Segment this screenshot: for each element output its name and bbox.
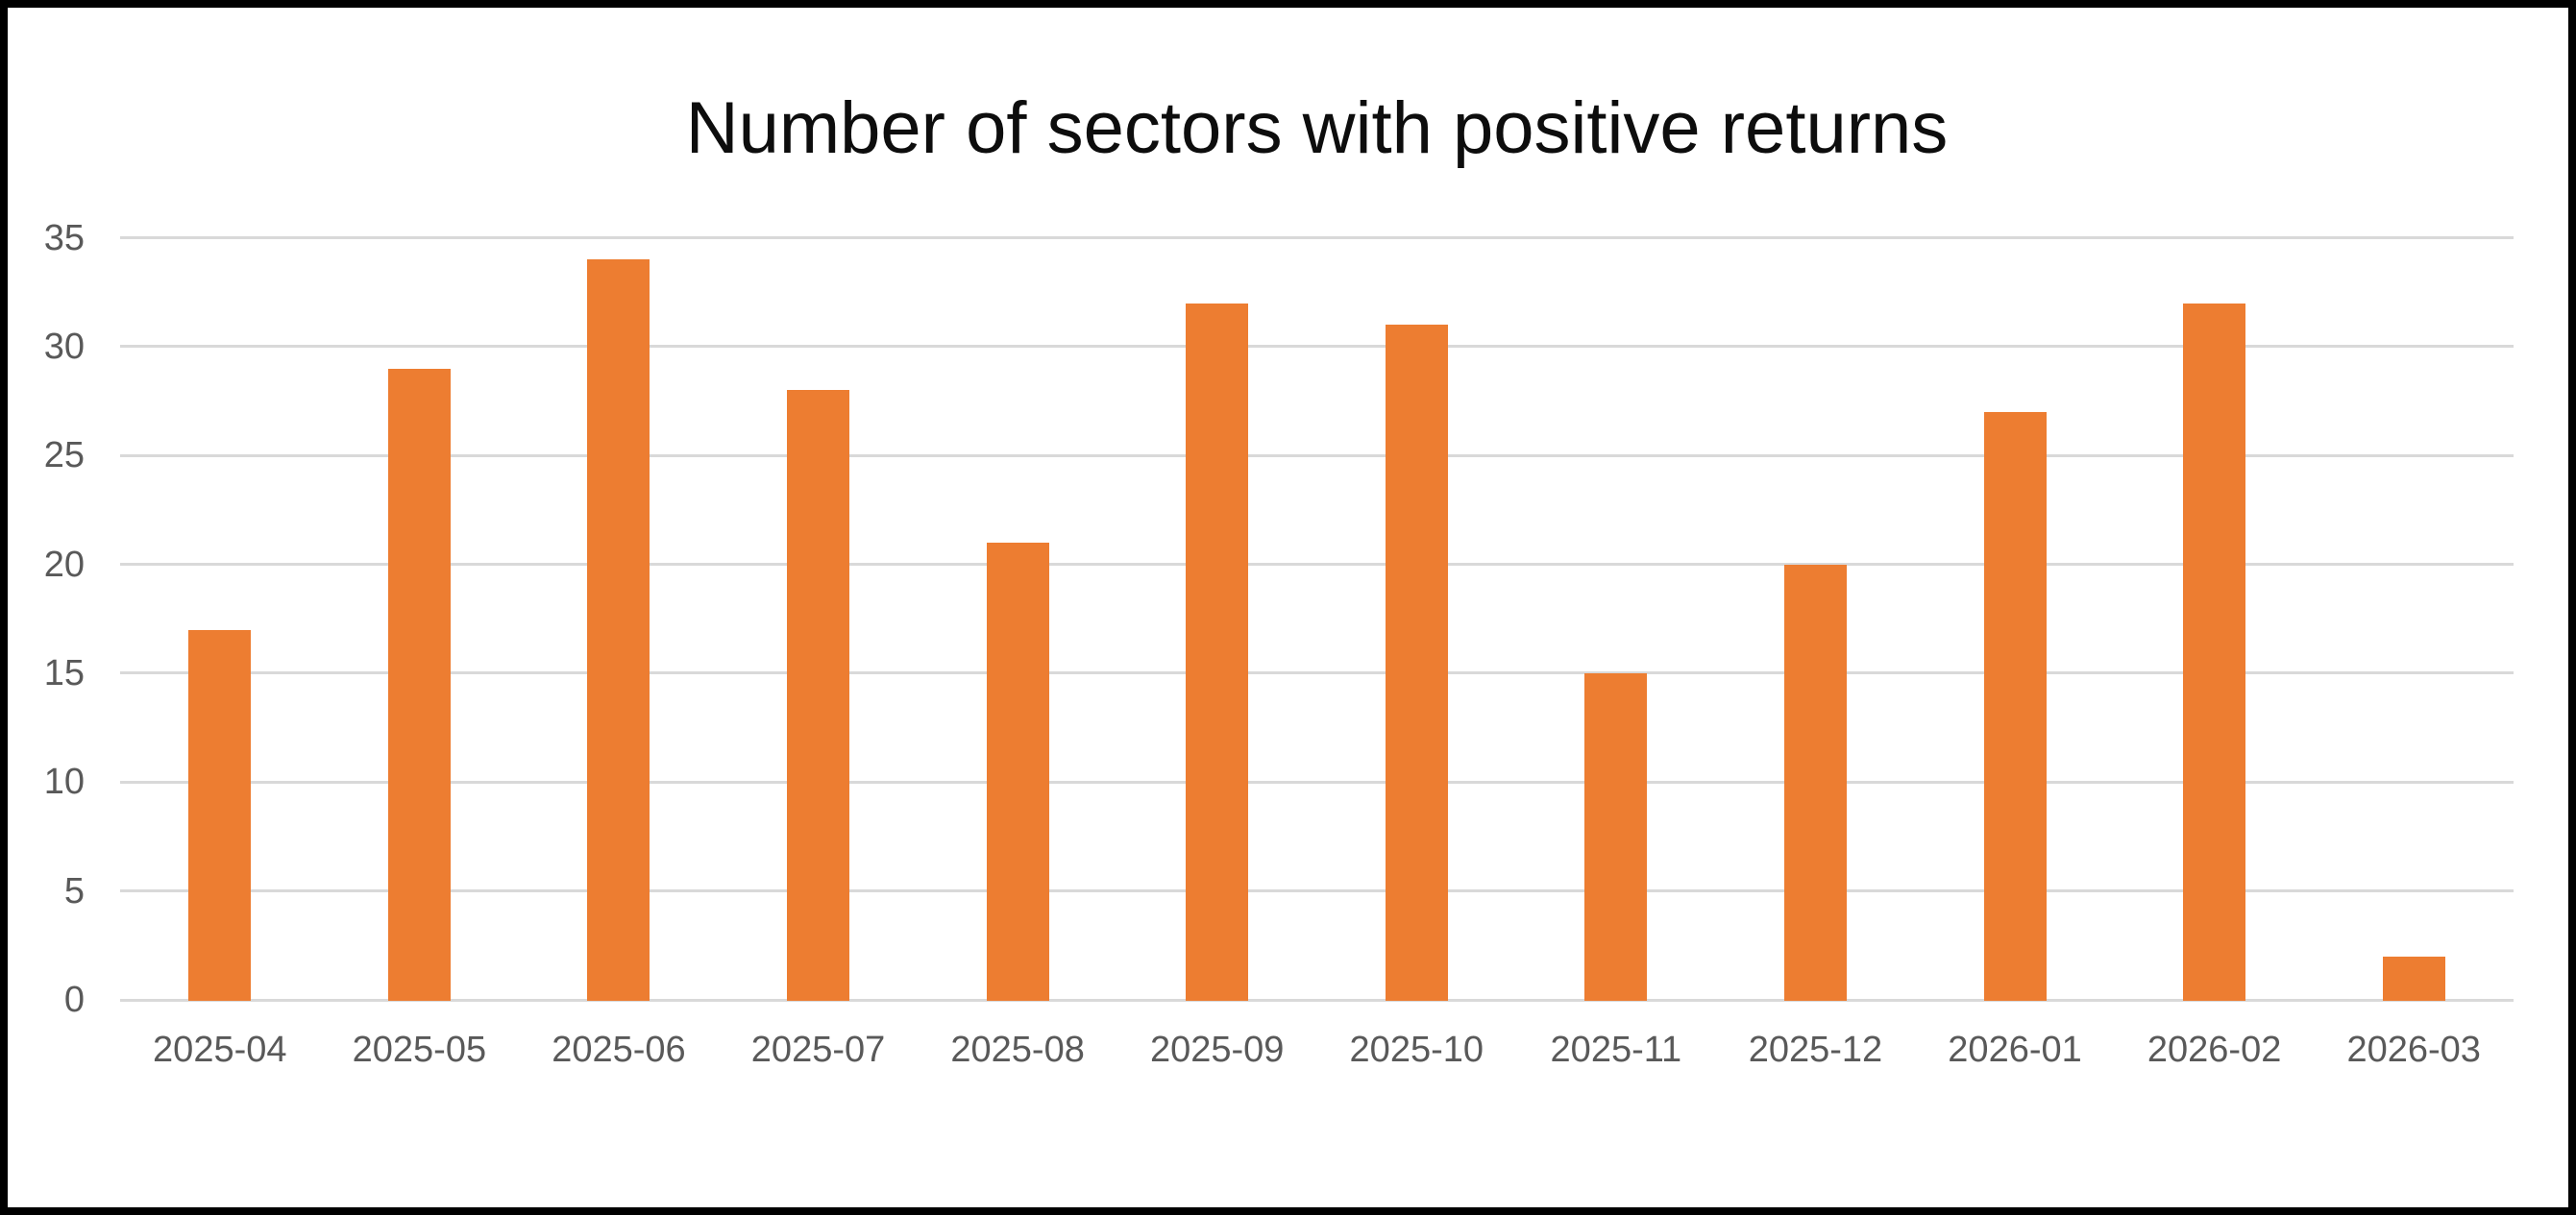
bar	[787, 390, 850, 1002]
bar	[188, 629, 252, 1002]
bar	[1783, 564, 1847, 1002]
bar	[2382, 956, 2445, 1002]
gridline	[120, 780, 2514, 784]
x-axis-tick-label: 2026-01	[1948, 1030, 2082, 1070]
gridline	[120, 345, 2514, 349]
x-axis-tick-label: 2025-07	[750, 1030, 886, 1070]
x-axis-tick-label: 2026-03	[2346, 1030, 2481, 1070]
x-axis-tick-label: 2025-09	[1149, 1030, 1285, 1070]
x-axis-tick-label: 2025-10	[1349, 1030, 1484, 1070]
gridline	[120, 998, 2514, 1002]
y-axis-tick-label: 25	[43, 435, 85, 476]
bar	[1186, 303, 1249, 1002]
gridline	[120, 889, 2514, 893]
bar	[1584, 672, 1648, 1002]
x-axis-tick-label: 2025-12	[1748, 1030, 1883, 1070]
chart-title: Number of sectors with positive returns	[685, 87, 1949, 169]
gridline	[120, 236, 2514, 239]
gridline	[120, 563, 2514, 567]
gridline	[120, 671, 2514, 675]
bar	[986, 542, 1049, 1002]
x-axis-tick-label: 2025-06	[552, 1030, 686, 1070]
bar	[587, 259, 650, 1002]
bar	[2183, 303, 2246, 1002]
y-axis-tick-label: 0	[63, 980, 85, 1020]
x-axis-tick-label: 2025-05	[352, 1030, 487, 1070]
x-axis-tick-label: 2025-08	[950, 1030, 1085, 1070]
x-axis-tick-label: 2025-04	[153, 1030, 287, 1070]
y-axis-tick-label: 20	[43, 544, 85, 585]
y-axis-tick-label: 30	[43, 326, 85, 367]
bar	[1983, 411, 2047, 1002]
gridline	[120, 453, 2514, 457]
y-axis-tick-label: 10	[43, 762, 85, 803]
bar	[1385, 325, 1448, 1002]
y-axis-tick-label: 15	[43, 652, 85, 693]
bar	[387, 368, 451, 1002]
y-axis-tick-label: 5	[63, 870, 85, 911]
x-axis-tick-label: 2025-11	[1550, 1030, 1682, 1070]
y-axis-tick-label: 35	[43, 217, 85, 258]
x-axis-tick-label: 2026-02	[2147, 1030, 2282, 1070]
